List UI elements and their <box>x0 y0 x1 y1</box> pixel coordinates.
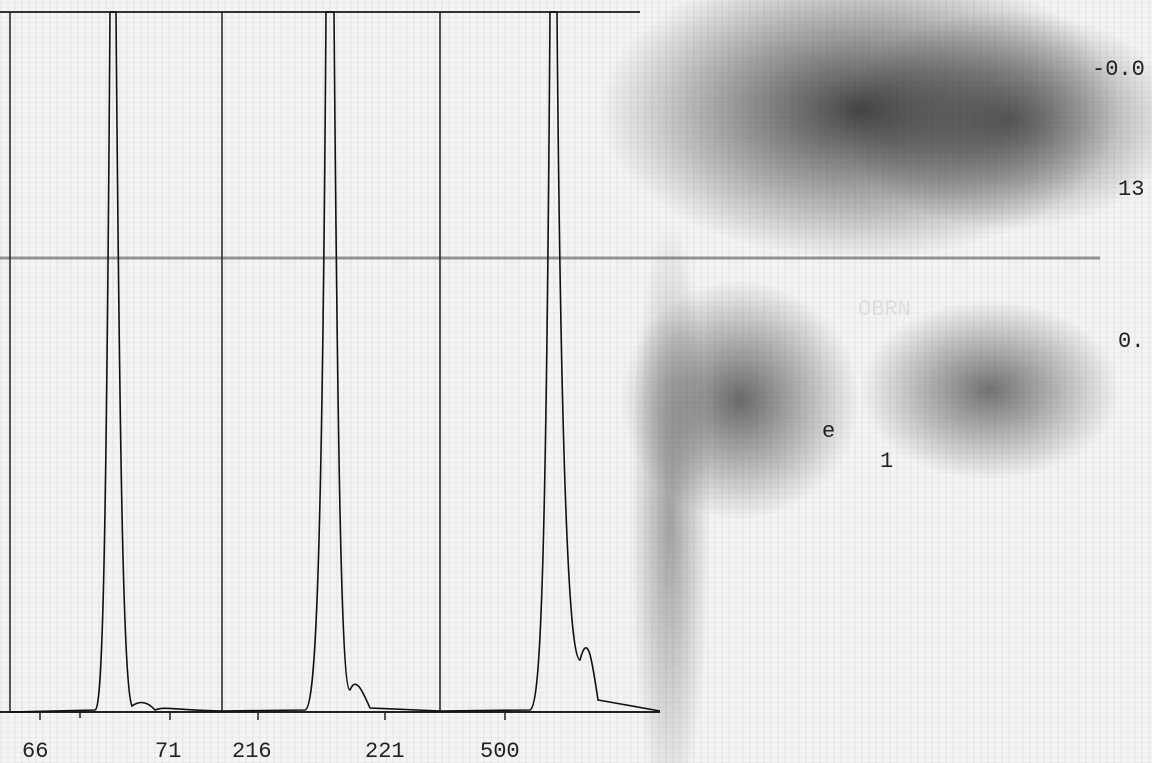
overlay-text: e <box>822 419 835 444</box>
x-tick-label: 71 <box>155 739 181 763</box>
right-label: -0.0 <box>1092 57 1145 82</box>
x-tick-label: 66 <box>22 739 48 763</box>
right-label: 0. <box>1118 329 1144 354</box>
right-label: 13 <box>1118 177 1144 202</box>
x-tick-label: 500 <box>480 739 520 763</box>
axis-ticks <box>39 712 506 720</box>
overlay-text: OBRN <box>858 297 911 322</box>
chromatogram-trace <box>9 11 661 713</box>
x-tick-label: 216 <box>232 739 272 763</box>
x-tick-label: 221 <box>365 739 405 763</box>
overlay-text: 1 <box>880 449 893 474</box>
